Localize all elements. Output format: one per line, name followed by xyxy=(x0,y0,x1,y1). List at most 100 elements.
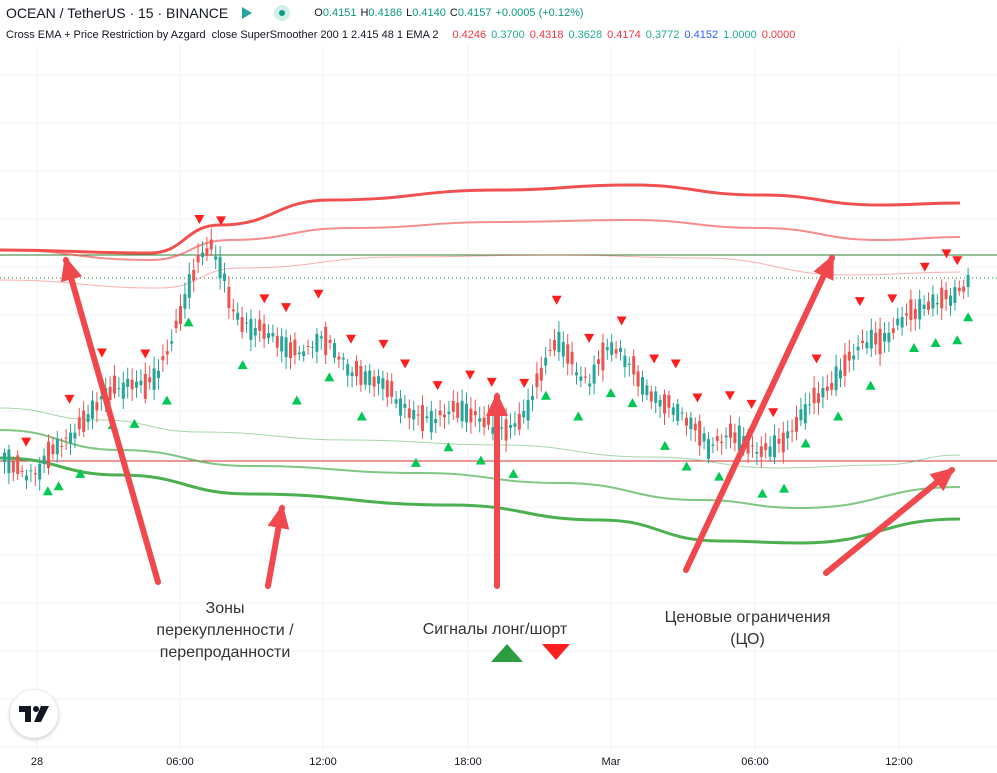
x-tick-label: 06:00 xyxy=(741,756,769,768)
candle-body xyxy=(196,254,200,263)
candle-body xyxy=(192,269,196,281)
candle-body xyxy=(407,408,411,418)
candle-body xyxy=(649,391,653,402)
signal-short-marker xyxy=(21,437,32,447)
candle-body xyxy=(812,387,816,404)
signal-long-marker xyxy=(865,380,876,390)
candle-body xyxy=(922,304,926,309)
x-axis[interactable]: 28 06:00 12:00 18:00 Mar 06:00 12:00 xyxy=(0,756,997,773)
candle-body xyxy=(368,370,372,386)
candle-body xyxy=(966,274,970,288)
candle-body xyxy=(865,342,869,349)
candle-body xyxy=(55,438,59,455)
annotation-arrow-head xyxy=(486,392,508,416)
signal-long-marker xyxy=(508,468,519,478)
signal-short-marker xyxy=(64,394,75,404)
triangle-down-icon xyxy=(542,644,570,660)
symbol-title[interactable]: OCEAN / TetherUS · 15 · BINANCE xyxy=(6,5,229,21)
candle-body xyxy=(29,470,33,472)
candle-body xyxy=(249,319,253,340)
candle-body xyxy=(548,349,552,351)
candle-body xyxy=(311,346,314,348)
candle-body xyxy=(636,371,640,387)
candle-body xyxy=(601,342,605,371)
candle-body xyxy=(108,386,112,401)
candle-body xyxy=(830,382,834,390)
candle-body xyxy=(425,416,429,419)
candle-body xyxy=(605,347,609,351)
signal-long-marker xyxy=(779,483,790,493)
signal-short-marker xyxy=(919,262,930,272)
candle-body xyxy=(258,319,262,331)
signal-short-marker xyxy=(941,249,952,259)
candle-body xyxy=(77,417,81,430)
candle-body xyxy=(949,295,952,306)
candle-body xyxy=(319,336,323,339)
ohlc-item: C0.4157 xyxy=(450,7,492,19)
candle-body xyxy=(517,413,521,430)
annotation-limits: Ценовые ограничения (ЦО) xyxy=(664,609,831,648)
candle-body xyxy=(896,318,900,326)
candle-body xyxy=(843,354,847,376)
candle-body xyxy=(143,373,147,399)
candle-body xyxy=(539,367,543,381)
candle-body xyxy=(130,379,134,390)
candle-body xyxy=(267,333,270,339)
candle-body xyxy=(73,432,77,439)
signal-long-marker xyxy=(129,418,140,428)
candle-body xyxy=(557,331,561,353)
signal-long-marker xyxy=(681,461,692,471)
candle-body xyxy=(346,364,350,376)
indicator-value: 0.4318 xyxy=(529,29,564,41)
ohlc-key: C xyxy=(449,7,458,19)
signal-long-marker xyxy=(800,438,811,448)
candle-body xyxy=(504,419,508,441)
bands xyxy=(0,183,961,545)
candle-body xyxy=(579,376,583,381)
indicator-name[interactable]: Cross EMA + Price Restriction by Azgard xyxy=(6,29,206,41)
annotation-arrow-head xyxy=(929,467,956,492)
candle-body xyxy=(187,274,191,298)
candle-body xyxy=(491,427,495,434)
tradingview-logo-icon[interactable] xyxy=(10,690,58,738)
market-status-icon[interactable] xyxy=(274,5,291,21)
signal-long-marker xyxy=(540,390,551,400)
candle-body xyxy=(513,423,517,427)
ohlc-value: 0.4186 xyxy=(368,7,403,19)
candle-body xyxy=(443,414,446,418)
candle-body xyxy=(619,347,622,353)
band-line xyxy=(0,254,961,289)
candle-body xyxy=(16,455,20,474)
candle-body xyxy=(337,356,341,360)
candle-body xyxy=(561,342,565,357)
candle-body xyxy=(139,380,143,386)
candle-body xyxy=(403,403,407,408)
signal-long-marker xyxy=(183,317,194,327)
indicator-value: 0.3772 xyxy=(645,29,680,41)
ohlc-key: L xyxy=(406,7,413,19)
candle-body xyxy=(918,299,922,320)
signal-short-marker xyxy=(194,214,205,224)
candle-body xyxy=(460,400,464,422)
signal-long-marker xyxy=(605,388,616,398)
candle-body xyxy=(91,400,94,419)
candle-body xyxy=(887,332,891,343)
candle-body xyxy=(610,342,614,355)
candle-body xyxy=(482,417,486,428)
candle-body xyxy=(553,340,556,351)
candle-body xyxy=(179,306,182,324)
signal-long-marker xyxy=(573,411,584,421)
candle-body xyxy=(253,327,257,336)
indicator-value: 0.3700 xyxy=(491,29,525,41)
candle-body xyxy=(773,435,776,458)
signal-short-marker xyxy=(952,256,963,266)
candle-body xyxy=(99,396,103,400)
candle-body xyxy=(817,393,820,403)
candle-body xyxy=(627,363,631,365)
flag-icon[interactable] xyxy=(242,7,253,19)
candle-body xyxy=(245,322,248,324)
candle-body xyxy=(852,355,856,360)
candle-body xyxy=(152,368,156,390)
candle-body xyxy=(183,294,187,309)
